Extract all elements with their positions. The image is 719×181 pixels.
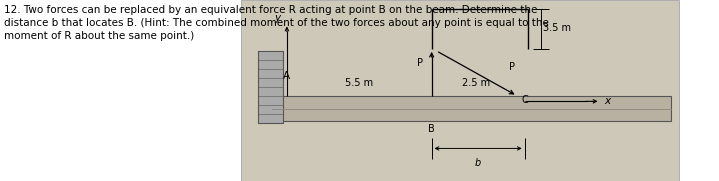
Text: b: b xyxy=(475,158,481,168)
Text: B: B xyxy=(429,123,435,134)
Text: 12. Two forces can be replaced by an equivalent force R acting at point B on the: 12. Two forces can be replaced by an equ… xyxy=(4,5,549,41)
Bar xyxy=(272,96,671,121)
Text: A: A xyxy=(283,71,290,81)
Text: P: P xyxy=(417,58,423,68)
Text: 2.5 m: 2.5 m xyxy=(462,78,490,88)
Text: x: x xyxy=(605,96,610,106)
Text: C: C xyxy=(521,95,528,106)
Bar xyxy=(258,51,283,123)
Text: 3.5 m: 3.5 m xyxy=(543,23,571,33)
Text: 5.5 m: 5.5 m xyxy=(345,78,373,88)
Text: P: P xyxy=(509,62,515,72)
Bar xyxy=(241,0,679,181)
Text: y: y xyxy=(274,13,280,23)
